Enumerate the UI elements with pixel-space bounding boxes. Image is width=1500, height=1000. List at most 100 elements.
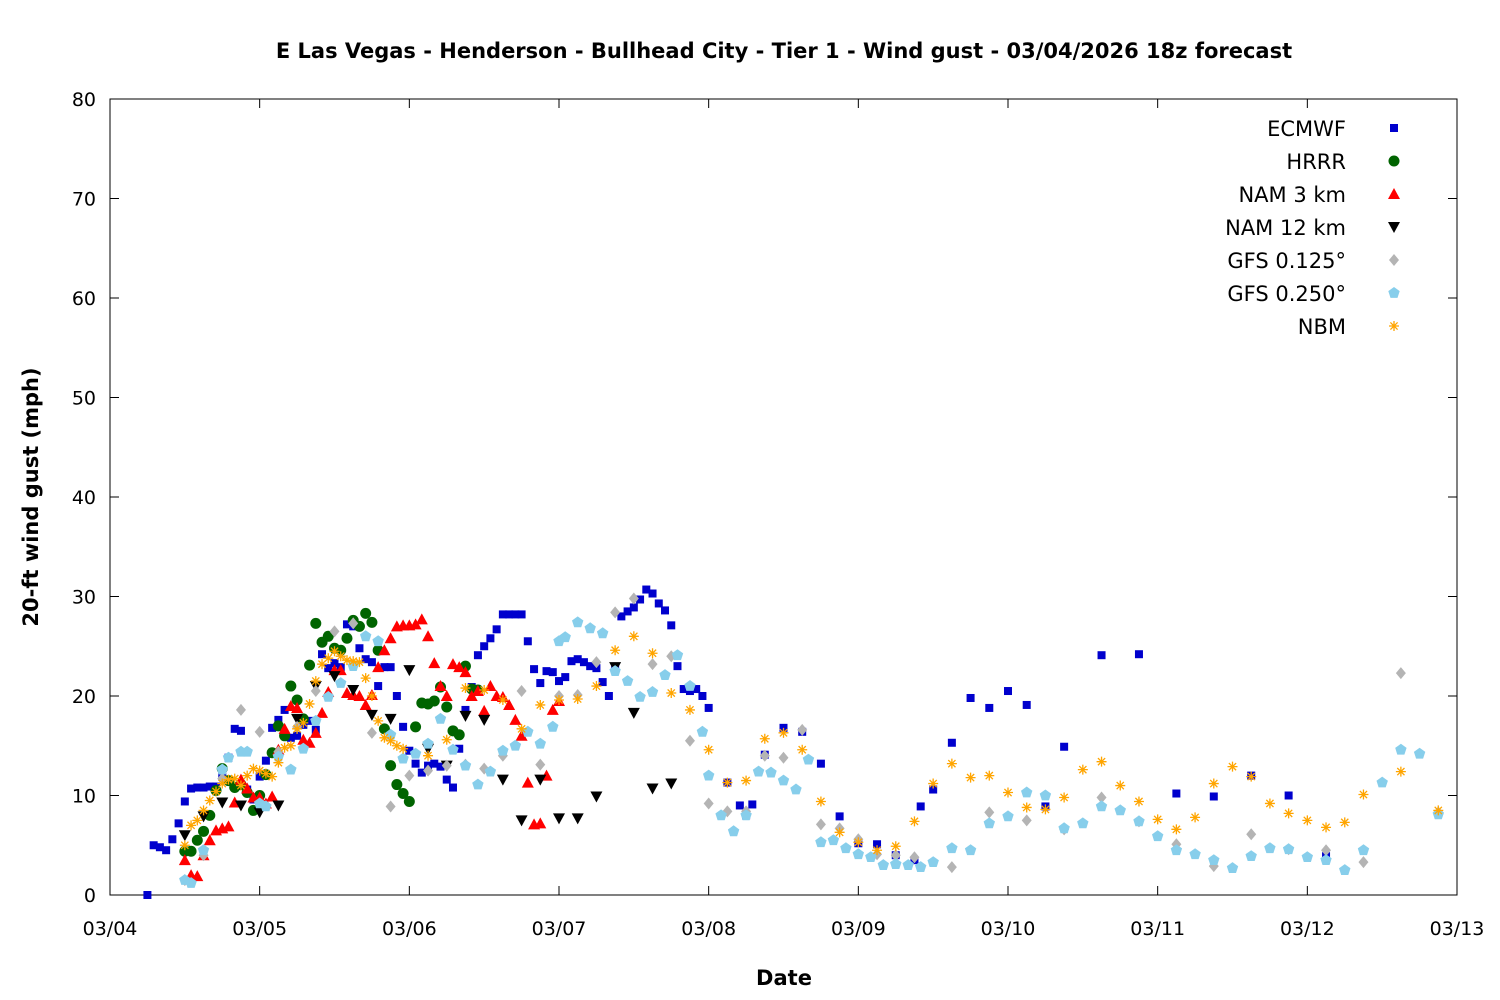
series-gfs-0-250 [179,616,1444,888]
data-point-ecmwf [386,663,395,672]
data-point-hrrr [322,630,334,642]
data-point-nbm-glyph [778,727,789,738]
data-point-nam-3-km [266,790,279,802]
data-point-gfs-0-250 [915,861,927,872]
data-point-nbm [666,688,677,699]
data-point-gfs-0-250 [459,759,472,771]
data-point-gfs-0-125 [329,625,340,638]
data-point-ecmwf [486,634,495,643]
data-point-nbm-glyph [834,827,845,838]
data-point-gfs-0-250 [1264,842,1276,854]
data-point-gfs-0-125 [1021,814,1032,827]
data-point-ecmwf [567,657,576,666]
data-point-gfs-0-125 [441,759,452,772]
data-point-nbm [572,693,583,704]
data-point-ecmwf [199,783,208,792]
data-point-nbm-glyph [304,698,315,709]
data-point-nbm-glyph [1096,756,1107,767]
data-point-nam-3-km [359,698,372,710]
legend-marker-nam-3-km [1388,188,1400,199]
data-point-gfs-0-125 [984,806,995,819]
data-point-gfs-0-250 [434,712,447,724]
data-point-gfs-0-250 [1208,854,1220,865]
data-point-nbm [292,723,303,734]
legend-label-gfs-0-250: GFS 0.250° [1227,282,1346,306]
data-point-ecmwf [748,800,757,809]
data-point-hrrr [304,659,316,671]
data-point-nbm-glyph [441,734,452,745]
data-point-gfs-0-250 [715,809,727,821]
data-point-nbm-glyph [535,699,546,710]
data-point-nam-12-km [496,774,509,786]
data-point-nam-12-km [365,709,378,721]
y-tick-label: 0 [84,885,96,907]
data-point-gfs-0-250 [1226,862,1239,873]
data-point-nbm [285,740,296,751]
data-point-nbm [304,698,315,709]
x-tick-label: 03/04 [83,918,138,940]
data-point-nbm-glyph [1302,815,1313,826]
data-point-nam-3-km [465,690,478,701]
data-point-nbm-glyph [1246,771,1257,782]
data-point-nbm-glyph [398,743,409,754]
data-point-nbm [554,694,564,705]
data-point-ecmwf [324,664,333,673]
data-point-gfs-0-125 [366,726,377,739]
data-point-nbm-glyph [204,795,215,806]
data-point-gfs-0-125 [647,658,658,671]
data-point-nbm [204,795,215,806]
data-point-nam-3-km [409,618,422,630]
data-point-gfs-0-250 [946,842,958,854]
data-point-nbm [373,715,384,726]
data-point-gfs-0-250 [696,725,709,737]
data-point-nam-12-km [272,800,285,812]
data-point-gfs-0-125 [385,800,396,813]
data-point-nbm-glyph [385,735,396,746]
data-point-gfs-0-250 [827,834,840,846]
data-point-ecmwf [193,783,202,792]
data-point-nbm [354,657,365,668]
data-point-gfs-0-125 [703,797,714,810]
data-point-ecmwf [355,644,364,653]
data-point-gfs-0-250 [1245,850,1257,861]
data-point-nbm [890,841,901,852]
data-point-hrrr [198,825,210,837]
data-point-nam-3-km [478,704,491,716]
data-point-gfs-0-125 [946,861,957,874]
y-tick-label: 70 [72,189,96,211]
data-point-gfs-0-250 [840,842,852,854]
data-point-ecmwf [661,606,670,615]
data-point-nbm [1133,796,1144,807]
data-point-gfs-0-250 [1320,854,1332,865]
data-point-ecmwf [430,759,439,768]
data-point-nbm [379,732,390,743]
data-point-ecmwf [399,722,408,731]
data-point-nbm [335,651,346,662]
legend-marker-nbm-glyph [1389,321,1399,331]
data-point-gfs-0-250 [1002,810,1014,822]
data-point-ecmwf [916,802,925,811]
data-point-nbm [1227,761,1238,772]
data-point-ecmwf [305,716,314,725]
data-point-nbm-glyph [229,773,240,784]
data-point-nbm-glyph [890,841,901,852]
data-point-nam-12-km [534,774,547,786]
data-point-ecmwf [1172,789,1181,798]
data-point-nam-12-km [216,797,229,809]
data-point-nbm [610,645,621,656]
data-point-gfs-0-250 [384,728,397,740]
data-point-ecmwf [1060,742,1069,751]
y-axis-label: 20-ft wind gust (mph) [19,367,43,626]
data-point-nam-3-km [291,701,304,713]
data-point-hrrr [191,834,203,846]
legend-marker-ecmwf [1390,124,1398,132]
data-point-ecmwf [149,841,158,850]
data-point-ecmwf [1004,687,1012,696]
data-point-ecmwf [873,840,882,849]
data-point-nam-3-km [503,698,516,710]
data-point-gfs-0-125 [1395,667,1406,680]
data-point-ecmwf [455,744,464,753]
data-point-gfs-0-250 [1357,844,1370,856]
data-point-gfs-0-250 [1189,848,1201,860]
x-tick-label: 03/08 [681,918,736,940]
